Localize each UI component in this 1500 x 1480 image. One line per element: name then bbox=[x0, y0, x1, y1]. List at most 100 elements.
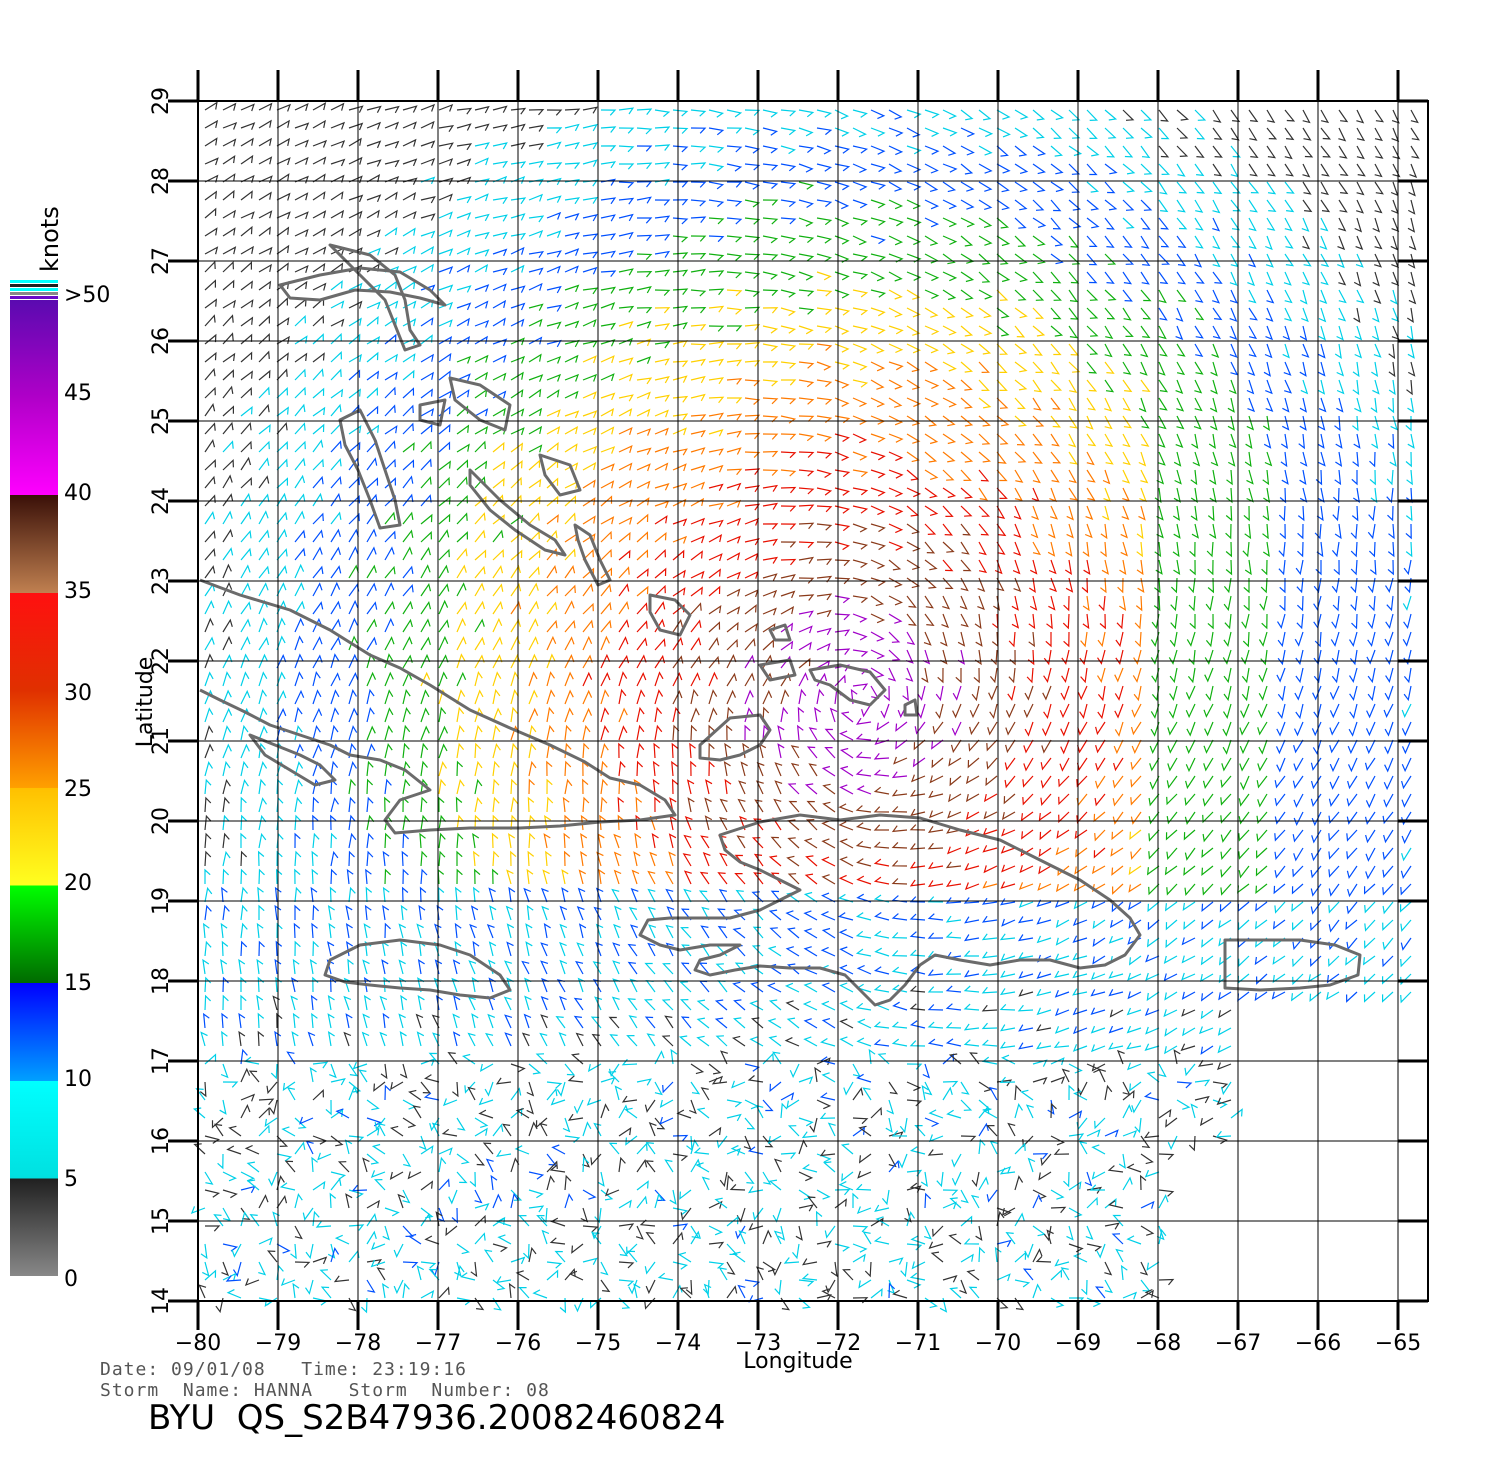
wind-barb bbox=[485, 1032, 494, 1047]
wind-barb bbox=[1122, 1081, 1131, 1096]
wind-barb bbox=[1202, 775, 1214, 790]
wind-barb bbox=[996, 271, 1011, 283]
wind-barb bbox=[1257, 793, 1268, 808]
wind-barb bbox=[1220, 775, 1232, 789]
wind-barb bbox=[1391, 109, 1400, 124]
legend-label: 15 bbox=[64, 971, 92, 996]
wind-barb bbox=[637, 217, 653, 224]
wind-barb bbox=[402, 404, 414, 417]
wind-barb bbox=[1374, 199, 1383, 214]
wind-barb bbox=[665, 924, 674, 939]
wind-barb bbox=[942, 163, 958, 173]
wind-barb bbox=[1091, 1171, 1106, 1180]
wind-barb bbox=[1194, 343, 1204, 357]
wind-barb bbox=[582, 515, 596, 525]
wind-barb bbox=[312, 832, 320, 849]
wind-barb bbox=[1256, 811, 1268, 825]
wind-barb bbox=[942, 559, 954, 572]
wind-barb bbox=[528, 230, 544, 238]
wind-barb bbox=[726, 689, 737, 705]
wind-barb bbox=[330, 618, 341, 633]
wind-barb bbox=[977, 595, 985, 611]
wind-barb bbox=[1194, 127, 1206, 140]
wind-barb bbox=[1170, 577, 1178, 594]
wind-barb bbox=[636, 760, 644, 777]
wind-barb bbox=[1032, 1193, 1043, 1209]
wind-barb bbox=[546, 321, 562, 329]
wind-barb bbox=[546, 373, 562, 382]
wind-barb bbox=[888, 1159, 900, 1173]
wind-barb bbox=[1274, 847, 1286, 861]
wind-barb bbox=[762, 1261, 777, 1273]
wind-barb bbox=[1301, 217, 1310, 232]
wind-barb bbox=[963, 1003, 980, 1011]
wind-barb bbox=[762, 538, 779, 546]
wind-barb bbox=[1390, 289, 1398, 305]
wind-barb bbox=[1104, 199, 1118, 211]
wind-barb bbox=[906, 1063, 923, 1070]
wind-barb bbox=[1104, 307, 1116, 320]
wind-barb bbox=[408, 1089, 422, 1101]
wind-barb bbox=[312, 565, 324, 579]
wind-barb bbox=[380, 1063, 388, 1080]
wind-barb bbox=[1104, 1084, 1113, 1101]
wind-barb bbox=[978, 127, 994, 138]
wind-barb bbox=[726, 621, 739, 633]
wind-barb bbox=[438, 158, 454, 166]
wind-barb bbox=[269, 1099, 278, 1116]
wind-barb bbox=[1104, 397, 1113, 412]
wind-barb bbox=[1261, 613, 1268, 630]
wind-barb bbox=[1348, 721, 1358, 737]
wind-barb bbox=[1148, 829, 1160, 842]
wind-barb bbox=[924, 397, 940, 408]
wind-barb bbox=[1401, 829, 1412, 844]
wind-barb bbox=[1351, 613, 1358, 630]
wind-barb bbox=[546, 339, 562, 348]
wind-barb bbox=[701, 1176, 710, 1191]
wind-barb bbox=[645, 979, 656, 993]
wind-barb bbox=[618, 373, 633, 382]
wind-barb bbox=[924, 235, 939, 246]
wind-barb bbox=[556, 1081, 566, 1097]
wind-barb bbox=[1157, 433, 1166, 448]
wind-barb bbox=[888, 667, 897, 682]
wind-barb bbox=[862, 1231, 872, 1245]
wind-barb bbox=[780, 289, 797, 298]
wind-barb bbox=[1028, 577, 1036, 594]
wind-barb bbox=[222, 314, 234, 327]
wind-barb bbox=[1255, 865, 1268, 877]
wind-barb bbox=[428, 1052, 440, 1065]
wind-barb bbox=[582, 742, 590, 759]
wind-barb bbox=[1216, 1097, 1232, 1106]
wind-barb bbox=[1095, 757, 1106, 772]
wind-barb bbox=[1001, 811, 1016, 821]
wind-barb bbox=[528, 1205, 545, 1213]
wind-barb bbox=[294, 582, 305, 597]
wind-barb bbox=[777, 725, 785, 741]
wind-barb bbox=[1158, 181, 1168, 195]
wind-barb bbox=[274, 958, 282, 975]
wind-barb bbox=[1366, 649, 1376, 665]
wind-barb bbox=[981, 951, 998, 959]
wind-barb bbox=[1134, 613, 1142, 630]
wind-barb bbox=[1050, 1269, 1062, 1281]
wind-barb bbox=[564, 1267, 576, 1281]
wind-barb bbox=[825, 1279, 836, 1294]
wind-barb bbox=[1119, 595, 1127, 612]
wind-barb bbox=[856, 1018, 872, 1029]
wind-barb bbox=[384, 121, 400, 130]
wind-barb bbox=[330, 581, 341, 597]
wind-barb bbox=[190, 1206, 206, 1214]
wind-barb bbox=[752, 926, 764, 939]
wind-barb bbox=[312, 654, 323, 669]
wind-barb bbox=[1346, 991, 1358, 1003]
wind-barb bbox=[1405, 523, 1412, 540]
wind-barb bbox=[402, 1282, 410, 1299]
wind-barb bbox=[1334, 415, 1341, 432]
wind-barb bbox=[240, 1104, 251, 1119]
wind-barb bbox=[1014, 1297, 1025, 1311]
wind-barb bbox=[1347, 739, 1358, 755]
wind-barb bbox=[256, 958, 264, 975]
wind-barb bbox=[582, 724, 591, 741]
wind-barb bbox=[1032, 235, 1046, 247]
